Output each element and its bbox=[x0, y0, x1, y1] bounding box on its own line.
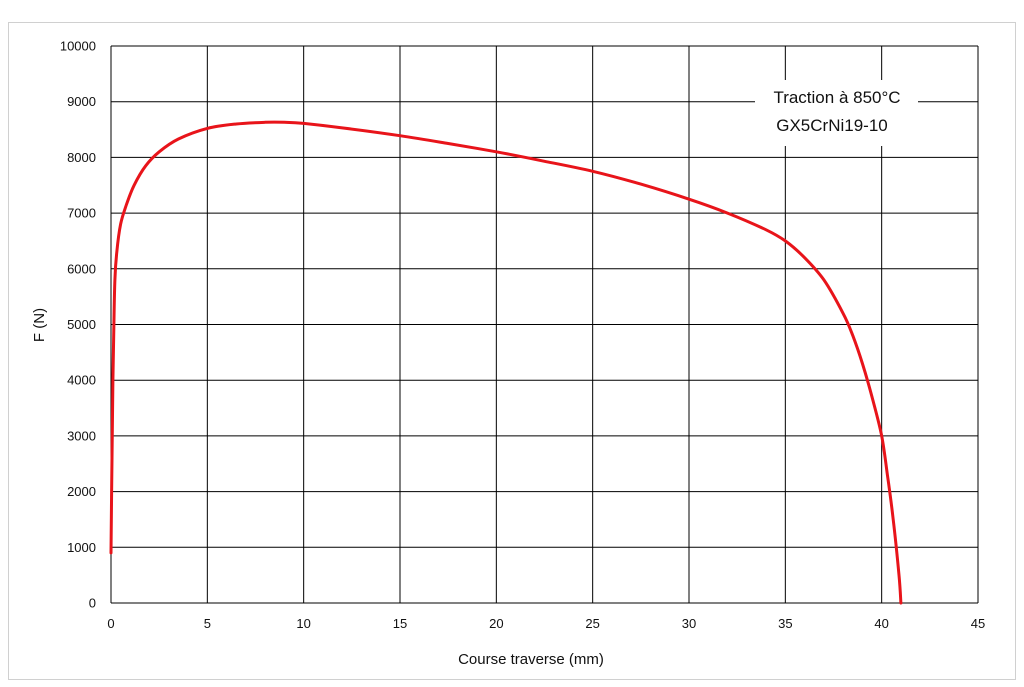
annotation-background bbox=[755, 80, 918, 146]
y-tick-label: 9000 bbox=[67, 94, 96, 109]
y-tick-label: 10000 bbox=[60, 39, 96, 54]
x-tick-label: 15 bbox=[393, 616, 407, 631]
y-tick-label: 5000 bbox=[67, 317, 96, 332]
y-tick-label: 3000 bbox=[67, 428, 96, 443]
series-line bbox=[109, 120, 903, 605]
x-tick-label: 0 bbox=[107, 616, 114, 631]
annotation-box: Traction à 850°C GX5CrNi19-10 bbox=[755, 80, 918, 146]
x-tick-label: 10 bbox=[296, 616, 310, 631]
y-tick-label: 0 bbox=[89, 596, 96, 611]
x-axis-title: Course traverse (mm) bbox=[458, 651, 604, 668]
y-tick-label: 1000 bbox=[67, 540, 96, 555]
y-axis-title: F (N) bbox=[31, 308, 48, 342]
x-tick-label: 25 bbox=[585, 616, 599, 631]
y-tick-labels: 0 1000 2000 3000 4000 5000 6000 7000 8000 9000 100… bbox=[60, 39, 96, 611]
x-tick-label: 5 bbox=[204, 616, 211, 631]
y-tick-label: 6000 bbox=[67, 261, 96, 276]
grid-horizontal bbox=[111, 45, 978, 604]
x-tick-label: 20 bbox=[489, 616, 503, 631]
x-tick-label: 40 bbox=[874, 616, 888, 631]
annotation-line-2: GX5CrNi19-10 bbox=[776, 116, 888, 135]
x-tick-label: 30 bbox=[682, 616, 696, 631]
y-tick-label: 7000 bbox=[67, 206, 96, 221]
y-tick-label: 2000 bbox=[67, 484, 96, 499]
annotation-line-1: Traction à 850°C bbox=[773, 88, 900, 107]
x-tick-labels: 0 5 10 15 20 25 30 35 40 45 bbox=[107, 616, 985, 631]
x-tick-label: 45 bbox=[971, 616, 985, 631]
y-tick-label: 8000 bbox=[67, 150, 96, 165]
y-tick-label: 4000 bbox=[67, 373, 96, 388]
x-tick-label: 35 bbox=[778, 616, 792, 631]
chart-frame bbox=[8, 22, 1016, 680]
